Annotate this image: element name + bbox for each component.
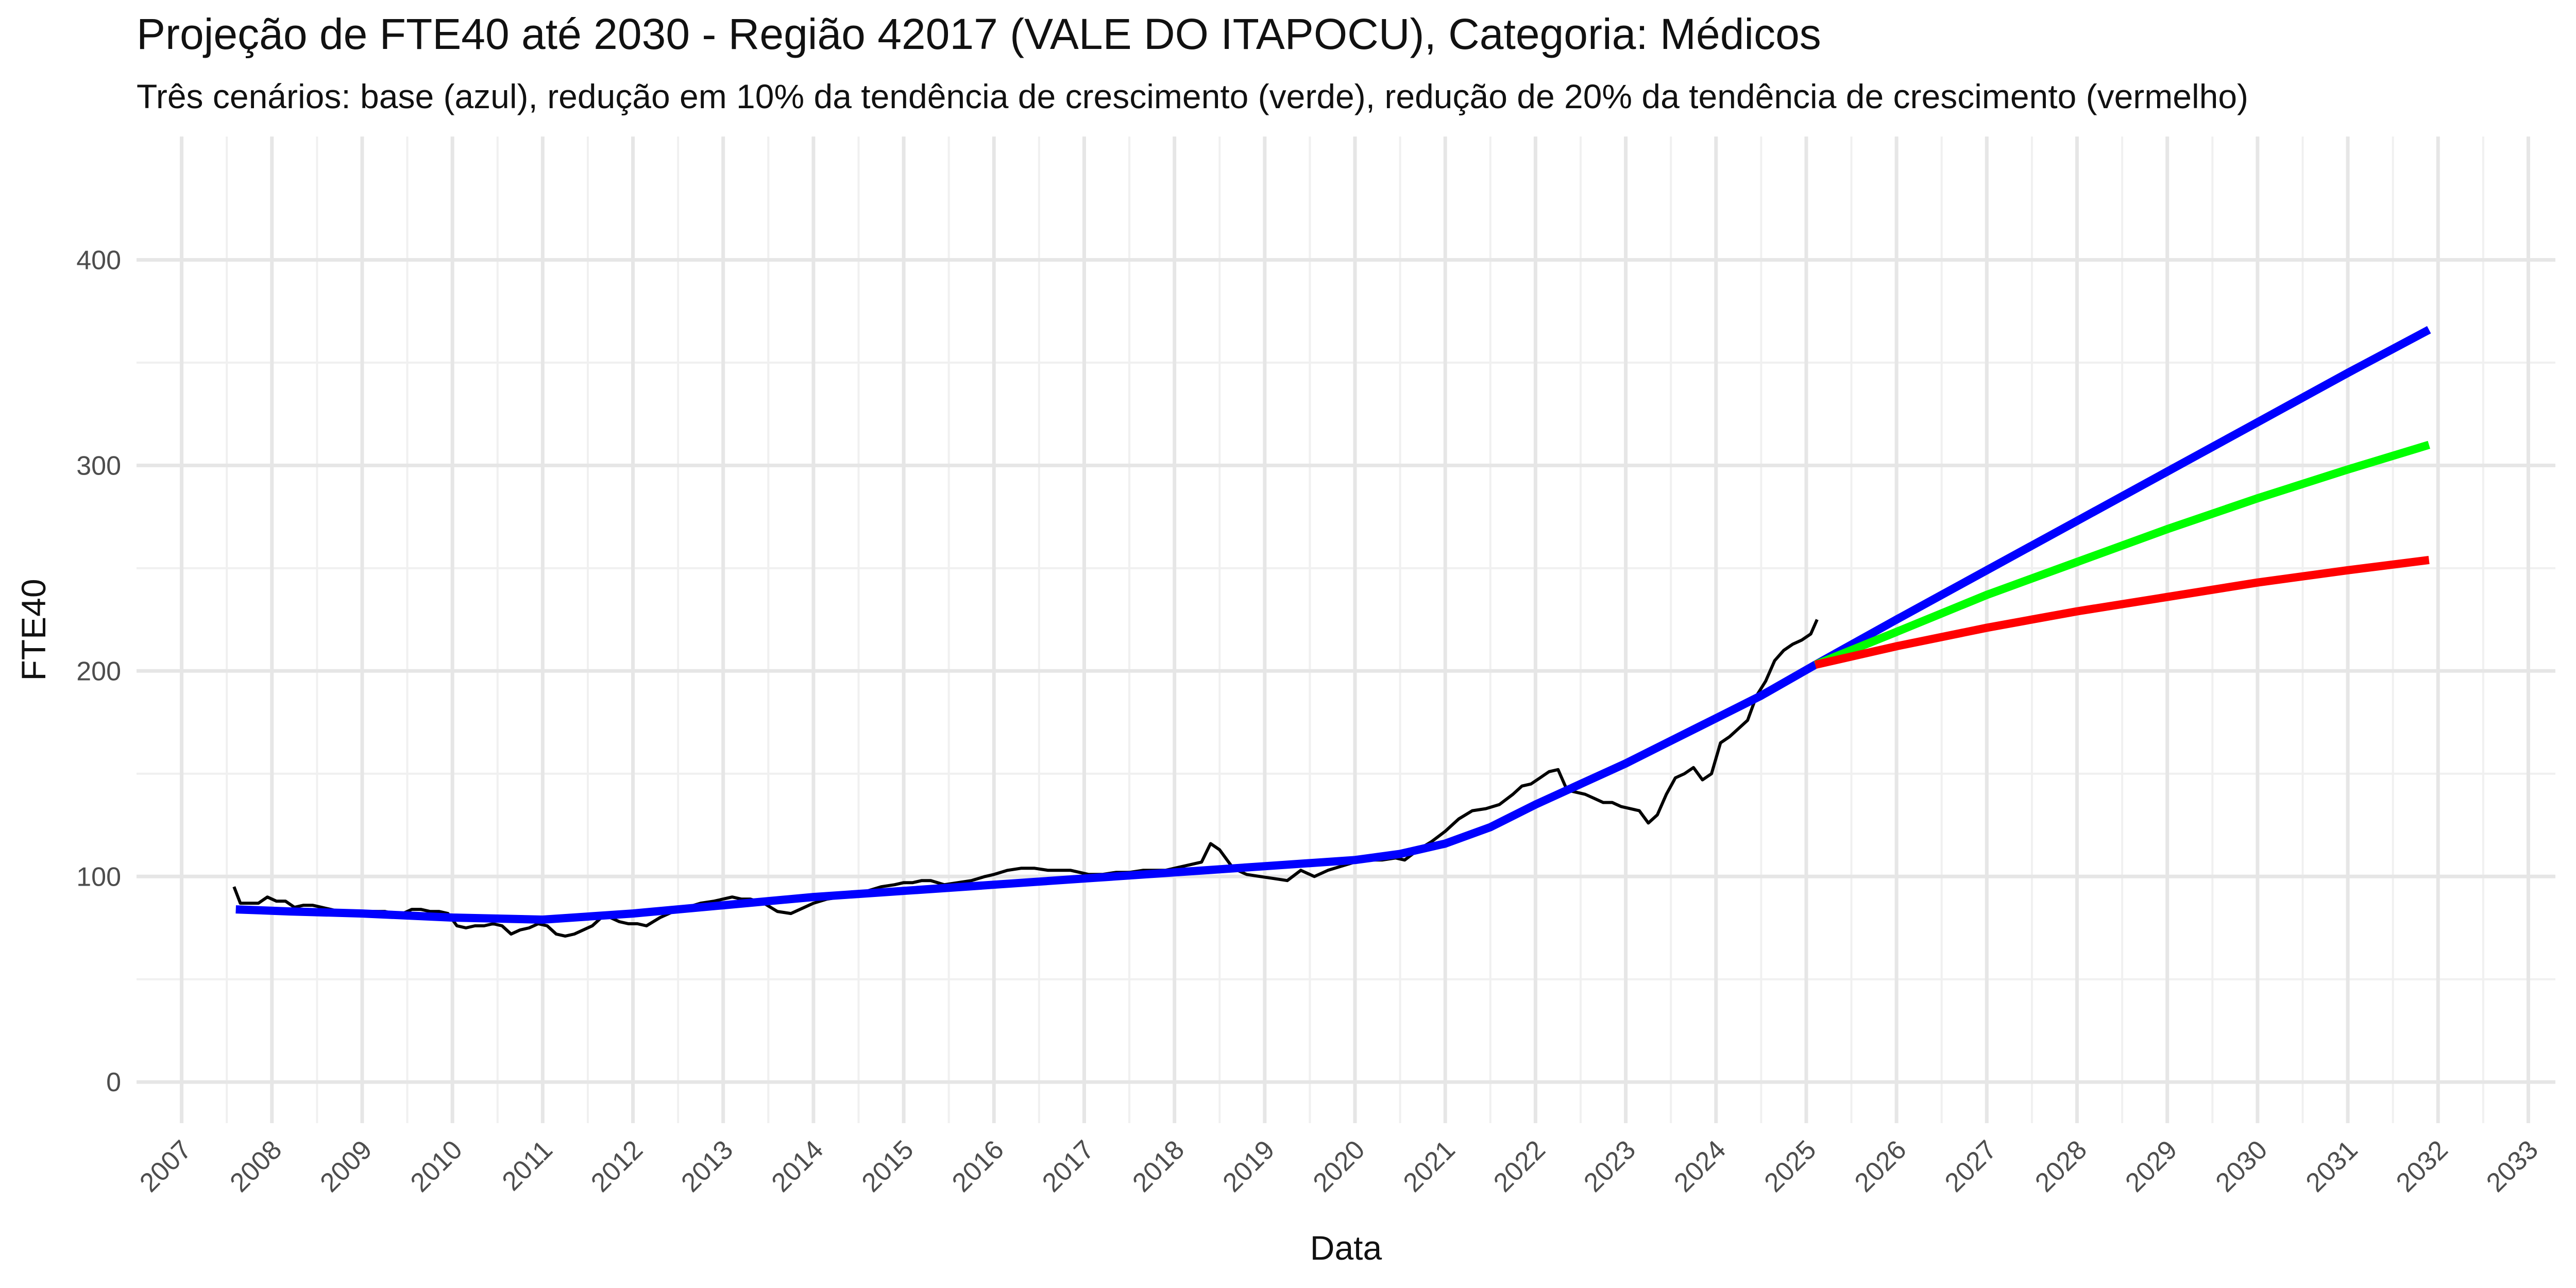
- y-axis-title: FTE40: [14, 579, 53, 681]
- x-tick-label: 2012: [585, 1134, 649, 1198]
- y-tick-label: 100: [76, 862, 121, 892]
- series-line-3: [1814, 555, 2430, 669]
- chart-title: Projeção de FTE40 até 2030 - Região 4201…: [137, 10, 1821, 58]
- x-tick-label: 2019: [1217, 1134, 1281, 1198]
- series-line-0: [232, 619, 1819, 938]
- y-tick-label: 200: [76, 656, 121, 686]
- x-tick-label: 2017: [1037, 1134, 1100, 1198]
- x-tick-label: 2031: [2300, 1134, 2364, 1198]
- x-tick-label: 2024: [1668, 1134, 1732, 1198]
- x-tick-label: 2027: [1939, 1134, 2003, 1198]
- x-tick-label: 2021: [1398, 1134, 1461, 1198]
- y-tick-layer: 0 100 200 300 400: [76, 245, 121, 1097]
- x-tick-label: 2013: [675, 1134, 739, 1198]
- x-tick-label: 2009: [315, 1134, 378, 1198]
- x-tick-label: 2029: [2120, 1134, 2183, 1198]
- x-tick-label: 2010: [405, 1134, 468, 1198]
- x-tick-label: 2023: [1578, 1134, 1641, 1198]
- series-layer: [232, 326, 2431, 938]
- x-tick-label: 2022: [1488, 1134, 1551, 1198]
- x-tick-label: 2007: [134, 1134, 197, 1198]
- x-axis-title: Data: [1310, 1229, 1382, 1267]
- x-tick-label: 2020: [1308, 1134, 1371, 1198]
- x-tick-label: 2028: [2029, 1134, 2093, 1198]
- x-tick-label: 2018: [1127, 1134, 1190, 1198]
- x-tick-label: 2033: [2481, 1134, 2544, 1198]
- x-tick-label: 2026: [1849, 1134, 1912, 1198]
- x-tick-label: 2032: [2391, 1134, 2454, 1198]
- x-tick-label: 2030: [2210, 1134, 2274, 1198]
- y-tick-label: 300: [76, 451, 121, 481]
- series-line-2: [1814, 440, 2431, 669]
- y-tick-label: 0: [106, 1067, 121, 1097]
- series-line-1: [235, 326, 2431, 924]
- y-tick-label: 400: [76, 245, 121, 275]
- x-tick-label: 2015: [856, 1134, 920, 1198]
- x-tick-label: 2014: [766, 1134, 829, 1198]
- x-tick-layer: 2007 2008 2009 2010 2011 2012 2013 2014 2015 2016…: [134, 1134, 2544, 1198]
- grid-layer: [137, 137, 2555, 1123]
- x-tick-label: 2016: [946, 1134, 1010, 1198]
- x-tick-label: 2025: [1759, 1134, 1822, 1198]
- chart-subtitle: Três cenários: base (azul), redução em 1…: [137, 77, 2248, 115]
- x-tick-label: 2011: [497, 1134, 558, 1196]
- x-tick-label: 2008: [224, 1134, 287, 1198]
